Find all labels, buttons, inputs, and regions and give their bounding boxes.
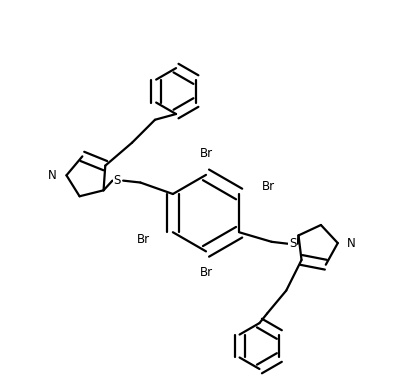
Text: Br: Br — [262, 180, 275, 193]
Text: S: S — [289, 237, 296, 250]
Text: S: S — [114, 174, 121, 187]
Text: N: N — [347, 237, 356, 249]
Text: N: N — [48, 169, 57, 182]
Text: Br: Br — [137, 234, 150, 246]
Text: Br: Br — [199, 147, 213, 160]
Text: Br: Br — [199, 266, 213, 279]
